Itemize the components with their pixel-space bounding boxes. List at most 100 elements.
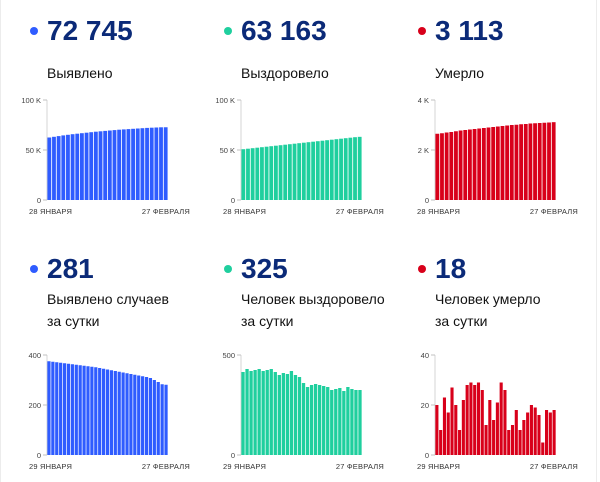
bar bbox=[293, 375, 298, 455]
x-tick-label-end: 27 ФЕВРАЛЯ bbox=[142, 207, 190, 216]
bar bbox=[334, 389, 338, 455]
bar bbox=[454, 131, 458, 200]
stat-detected: 72 745 Выявлено bbox=[30, 14, 190, 81]
bar bbox=[152, 380, 156, 455]
bar bbox=[526, 412, 530, 455]
bar bbox=[141, 376, 145, 455]
bar bbox=[109, 370, 114, 455]
bar bbox=[461, 400, 465, 455]
x-tick-label-end: 27 ФЕВРАЛЯ bbox=[336, 462, 384, 471]
bar bbox=[101, 368, 106, 455]
bar bbox=[55, 362, 59, 455]
recovered-dot-icon bbox=[224, 27, 232, 35]
bar bbox=[148, 378, 153, 455]
bar bbox=[289, 371, 294, 455]
stat-label-line2: за сутки bbox=[47, 313, 100, 329]
bar bbox=[533, 407, 537, 455]
bar bbox=[144, 377, 149, 455]
chart-detected-total: 0 50 K 100 K 28 ЯНВАРЯ 27 ФЕВРАЛЯ bbox=[21, 96, 190, 216]
bar bbox=[70, 134, 75, 200]
bar bbox=[313, 384, 318, 455]
bar bbox=[500, 126, 505, 200]
y-tick-label: 4 K bbox=[418, 96, 429, 105]
bar bbox=[477, 128, 482, 200]
x-tick-label-start: 28 ЯНВАРЯ bbox=[29, 207, 72, 216]
bar bbox=[264, 146, 269, 200]
detected-daily-dot-icon bbox=[30, 265, 38, 273]
bar bbox=[59, 362, 63, 455]
stat-label-line1: Человек выздоровело bbox=[241, 291, 385, 307]
bar bbox=[145, 127, 149, 200]
recovered-daily-dot-icon bbox=[224, 265, 232, 273]
stat-recovered: 63 163 Выздоровело bbox=[224, 14, 394, 81]
x-tick-label-end: 27 ФЕВРАЛЯ bbox=[530, 462, 578, 471]
bar bbox=[499, 382, 503, 455]
bar bbox=[495, 402, 499, 455]
bar bbox=[131, 128, 136, 200]
bar bbox=[440, 133, 444, 200]
y-tick-label: 50 K bbox=[220, 146, 235, 155]
bar bbox=[47, 137, 52, 200]
chart-died-total: 0 2 K 4 K 28 ЯНВАРЯ 27 ФЕВРАЛЯ bbox=[417, 96, 578, 216]
bar bbox=[121, 129, 126, 200]
bar bbox=[472, 129, 477, 200]
stat-value: 281 bbox=[47, 253, 94, 284]
bar bbox=[548, 412, 552, 455]
right-edge-divider bbox=[596, 0, 597, 482]
stat-label: Умерло bbox=[435, 65, 485, 81]
bar bbox=[514, 124, 519, 200]
bar bbox=[66, 363, 71, 455]
bar bbox=[269, 146, 274, 200]
bar bbox=[52, 136, 56, 200]
bar bbox=[492, 420, 496, 455]
bar bbox=[354, 390, 358, 455]
x-tick-label-end: 27 ФЕВРАЛЯ bbox=[530, 207, 578, 216]
x-tick-label-start: 28 ЯНВАРЯ bbox=[417, 207, 460, 216]
bar bbox=[350, 389, 354, 455]
left-edge-divider bbox=[0, 0, 1, 482]
bar bbox=[273, 145, 278, 200]
bar bbox=[348, 137, 353, 200]
bar bbox=[260, 147, 264, 200]
bar bbox=[486, 127, 491, 200]
bar bbox=[98, 131, 103, 200]
chart-recovered-total: 0 50 K 100 K 28 ЯНВАРЯ 27 ФЕВРАЛЯ bbox=[215, 96, 383, 216]
bar bbox=[297, 377, 302, 455]
stat-label: Выявлено bbox=[47, 65, 113, 81]
bar bbox=[249, 371, 253, 455]
bar bbox=[476, 382, 481, 455]
y-tick-label: 200 bbox=[28, 401, 41, 410]
bar bbox=[454, 405, 458, 455]
bar bbox=[301, 383, 306, 455]
bar bbox=[481, 128, 486, 200]
bar bbox=[135, 128, 140, 200]
stat-label: Выздоровело bbox=[241, 65, 329, 81]
bar bbox=[435, 133, 440, 200]
bar bbox=[544, 410, 549, 455]
stat-label-line1: Человек умерло bbox=[435, 291, 541, 307]
bar bbox=[533, 123, 537, 200]
bar bbox=[329, 139, 334, 200]
bar bbox=[51, 361, 55, 455]
bar bbox=[164, 384, 168, 455]
y-tick-label: 2 K bbox=[418, 146, 429, 155]
bar bbox=[129, 374, 133, 455]
died-dot-icon bbox=[418, 27, 426, 35]
bar bbox=[287, 144, 292, 200]
bar bbox=[74, 364, 78, 455]
x-tick-label-start: 28 ЯНВАРЯ bbox=[223, 207, 266, 216]
bar bbox=[537, 123, 542, 200]
bar bbox=[140, 128, 145, 200]
y-tick-label: 0 bbox=[231, 196, 235, 205]
bar bbox=[269, 369, 273, 455]
y-tick-label: 500 bbox=[222, 351, 235, 360]
y-tick-label: 0 bbox=[425, 196, 429, 205]
bar bbox=[522, 420, 526, 455]
bar bbox=[265, 370, 269, 455]
x-tick-label-end: 27 ФЕВРАЛЯ bbox=[142, 462, 190, 471]
bar bbox=[285, 374, 290, 455]
bar bbox=[552, 410, 556, 455]
bar bbox=[503, 390, 507, 455]
y-tick-label: 100 K bbox=[21, 96, 41, 105]
bar bbox=[547, 122, 551, 200]
